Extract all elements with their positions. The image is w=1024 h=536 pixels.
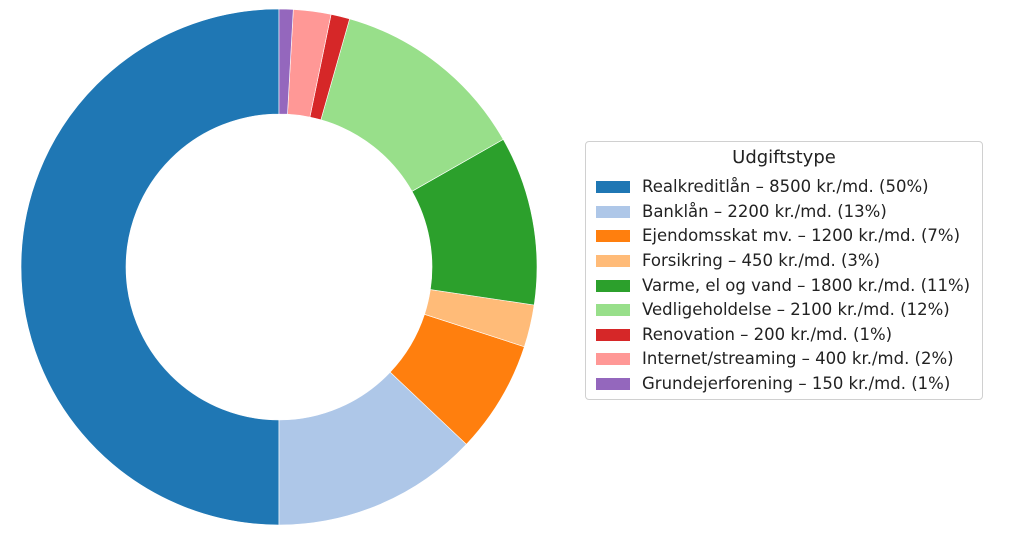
legend-swatch-3: [596, 255, 630, 268]
legend-label-5: Vedligeholdelse – 2100 kr./md. (12%): [642, 300, 950, 320]
legend-label-4: Varme, el og vand – 1800 kr./md. (11%): [642, 275, 971, 295]
legend-item-5: Vedligeholdelse – 2100 kr./md. (12%): [596, 298, 970, 323]
legend-item-0: Realkreditlån – 8500 kr./md. (50%): [596, 175, 970, 200]
legend-item-6: Renovation – 200 kr./md. (1%): [596, 323, 970, 348]
legend-item-3: Forsikring – 450 kr./md. (3%): [596, 249, 970, 274]
legend-swatch-0: [596, 181, 630, 194]
legend-swatch-1: [596, 205, 630, 218]
legend-label-0: Realkreditlån – 8500 kr./md. (50%): [642, 177, 929, 197]
legend-label-7: Internet/streaming – 400 kr./md. (2%): [642, 349, 954, 369]
legend-label-8: Grundejerforening – 150 kr./md. (1%): [642, 374, 951, 394]
legend-swatch-8: [596, 378, 630, 391]
legend-label-3: Forsikring – 450 kr./md. (3%): [642, 251, 881, 271]
legend-items: Realkreditlån – 8500 kr./md. (50%) Banklå…: [596, 175, 970, 396]
legend-item-2: Ejendomsskat mv. – 1200 kr./md. (7%): [596, 224, 970, 249]
slice-0: [20, 8, 280, 526]
legend-label-2: Ejendomsskat mv. – 1200 kr./md. (7%): [642, 226, 961, 246]
legend-swatch-5: [596, 304, 630, 317]
legend-item-4: Varme, el og vand – 1800 kr./md. (11%): [596, 273, 970, 298]
legend-label-1: Banklån – 2200 kr./md. (13%): [642, 201, 887, 221]
slice-8: [278, 8, 294, 115]
legend-swatch-2: [596, 230, 630, 243]
legend-swatch-4: [596, 279, 630, 292]
legend-title: Udgiftstype: [732, 147, 836, 168]
legend-label-6: Renovation – 200 kr./md. (1%): [642, 324, 893, 344]
legend-item-8: Grundejerforening – 150 kr./md. (1%): [596, 372, 970, 397]
legend-swatch-7: [596, 353, 630, 366]
legend: Udgiftstype Realkreditlån – 8500 kr./md.…: [585, 141, 983, 400]
legend-item-7: Internet/streaming – 400 kr./md. (2%): [596, 347, 970, 372]
legend-swatch-6: [596, 328, 630, 341]
legend-item-1: Banklån – 2200 kr./md. (13%): [596, 200, 970, 225]
